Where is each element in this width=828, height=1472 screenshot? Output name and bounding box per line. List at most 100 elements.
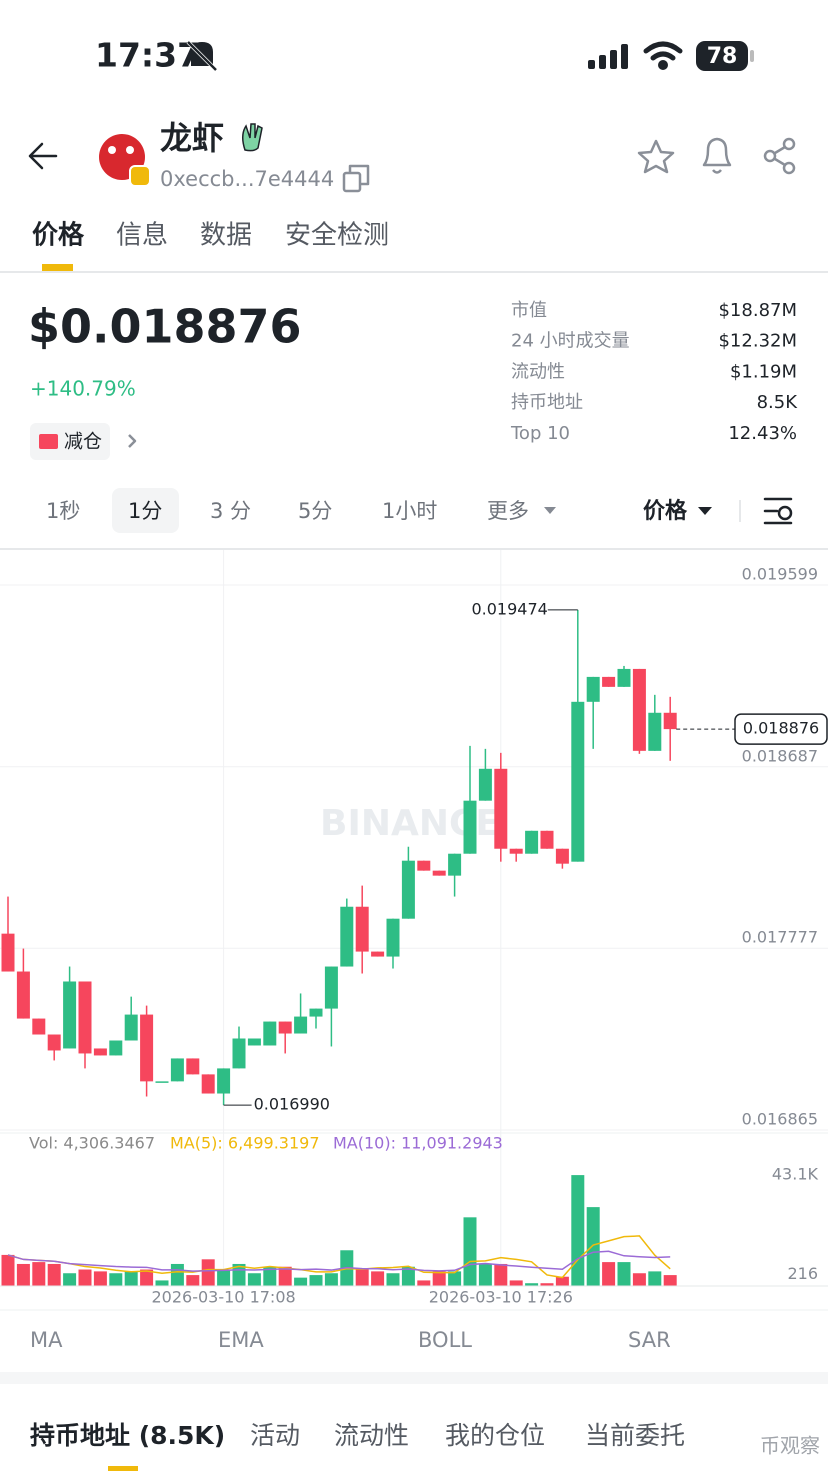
- tag-pill[interactable]: [30, 423, 110, 460]
- volume-bar: [448, 1271, 462, 1286]
- wifi-icon: [643, 41, 683, 70]
- candle-body: [540, 830, 554, 849]
- candle-body: [494, 768, 508, 849]
- volume-bar: [170, 1263, 184, 1286]
- candle-body: [16, 971, 30, 1019]
- selected-timeframe-bg: [112, 488, 179, 533]
- indicator-button[interactable]: SAR: [628, 1328, 671, 1352]
- volume-bar: [586, 1207, 600, 1286]
- candle-body: [617, 668, 631, 687]
- candle-body: [309, 1008, 323, 1017]
- candle-body: [63, 981, 77, 1049]
- volume-bar: [109, 1273, 123, 1286]
- volume-bar: [324, 1273, 338, 1286]
- bottom-tab[interactable]: 持币地址 (8.5K): [30, 1421, 225, 1450]
- bottom-tab[interactable]: 流动性: [334, 1421, 409, 1450]
- candle-body: [140, 1014, 154, 1082]
- favorite-button[interactable]: [637, 139, 675, 174]
- stat-label: 市值: [511, 300, 547, 321]
- timeframe-button[interactable]: 更多: [487, 499, 529, 523]
- volume-bar: [140, 1269, 154, 1286]
- token-avatar: [99, 134, 151, 187]
- candle-body: [432, 870, 446, 876]
- tab[interactable]: 数据: [200, 221, 252, 251]
- tab[interactable]: 价格: [32, 220, 85, 251]
- candle-body: [448, 853, 462, 876]
- timeframe-button[interactable]: 1分: [128, 499, 162, 523]
- candle-body: [478, 768, 492, 801]
- volume-bar: [355, 1269, 369, 1286]
- share-button[interactable]: [763, 137, 796, 175]
- candle-body: [401, 860, 415, 919]
- volume-legend: Vol: 4,306.3467: [29, 1134, 155, 1153]
- candle-body: [509, 848, 523, 854]
- candle-body: [386, 918, 400, 957]
- candle-body: [170, 1058, 184, 1082]
- candle-body: [324, 966, 338, 1009]
- back-button[interactable]: [28, 142, 58, 170]
- copy-button[interactable]: [342, 164, 370, 193]
- stat-label: 持币地址: [511, 392, 583, 413]
- volume-bar: [401, 1266, 415, 1286]
- mute-icon: [186, 40, 218, 72]
- candle-body: [371, 951, 385, 957]
- current-price: $0.018876: [28, 300, 302, 354]
- timeframe-button[interactable]: 1小时: [382, 499, 437, 523]
- volume-bar: [602, 1262, 616, 1286]
- chart-settings[interactable]: [763, 497, 793, 525]
- bottom-tab[interactable]: 我的仓位: [445, 1421, 545, 1450]
- candle-body: [586, 676, 600, 702]
- volume-bar: [371, 1271, 385, 1286]
- bottom-tab[interactable]: 当前委托: [585, 1421, 685, 1450]
- candle-body: [663, 712, 677, 730]
- candle-body: [294, 1016, 308, 1034]
- volume-bar: [278, 1266, 292, 1286]
- volume-bar: [432, 1271, 446, 1286]
- timeframe-button[interactable]: 5分: [298, 499, 332, 523]
- volume-bar: [663, 1275, 677, 1286]
- timeframe-button[interactable]: 1秒: [46, 499, 80, 523]
- candle-body: [247, 1038, 261, 1046]
- y-tick-label: 0.019599: [742, 565, 818, 584]
- candle-body: [463, 800, 477, 854]
- tab[interactable]: 信息: [116, 221, 168, 251]
- stat-value: $1.19M: [730, 361, 797, 382]
- section-gap: [0, 1372, 828, 1384]
- current-price-label: 0.018876: [743, 719, 819, 738]
- candle-body: [93, 1048, 107, 1056]
- bottom-tab[interactable]: 活动: [250, 1421, 300, 1450]
- low-marker-label: 0.016990: [254, 1095, 330, 1114]
- timeframe-button[interactable]: 3 分: [210, 499, 251, 523]
- candle-body: [124, 1014, 138, 1041]
- chart-mode[interactable]: 价格: [643, 498, 688, 524]
- volume-bar: [1, 1254, 15, 1286]
- stat-label: Top 10: [510, 423, 570, 444]
- candle-body: [571, 701, 585, 862]
- volume-legend: MA(5): 6,499.3197: [170, 1134, 320, 1153]
- battery-level: 78: [707, 44, 738, 69]
- volume-tick-label: 43.1K: [772, 1165, 819, 1184]
- volume-bar: [124, 1271, 138, 1286]
- volume-bar: [93, 1271, 107, 1286]
- volume-bar: [509, 1280, 523, 1286]
- stat-label: 24 小时成交量: [511, 331, 630, 352]
- volume-bar: [386, 1273, 400, 1286]
- token-address: 0xeccb...7e4444: [160, 167, 334, 191]
- volume-bar: [217, 1269, 231, 1286]
- volume-bar: [263, 1266, 277, 1286]
- indicator-button[interactable]: MA: [30, 1328, 63, 1352]
- volume-bar: [294, 1277, 308, 1286]
- stat-value: 12.43%: [728, 423, 797, 444]
- tab[interactable]: 安全检测: [285, 221, 389, 251]
- indicator-button[interactable]: EMA: [218, 1328, 264, 1352]
- high-marker-label: 0.019474: [471, 599, 547, 618]
- stat-value: $18.87M: [718, 300, 797, 321]
- indicator-button[interactable]: BOLL: [418, 1328, 472, 1352]
- candle-body: [232, 1038, 246, 1069]
- stat-label: 流动性: [511, 361, 565, 382]
- tab-indicator: [42, 264, 73, 271]
- price-change: +140.79%: [30, 377, 136, 401]
- wave-emoji: [242, 123, 263, 152]
- alert-button[interactable]: [702, 137, 732, 174]
- x-tick-label: 2026-03-10 17:08: [152, 1288, 296, 1307]
